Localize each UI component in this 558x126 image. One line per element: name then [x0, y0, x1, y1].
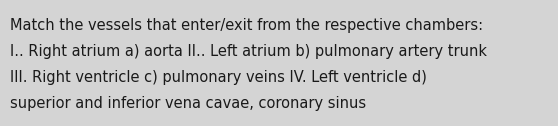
- Text: I.. Right atrium a) aorta II.. Left atrium b) pulmonary artery trunk: I.. Right atrium a) aorta II.. Left atri…: [10, 44, 487, 59]
- Text: superior and inferior vena cavae, coronary sinus: superior and inferior vena cavae, corona…: [10, 96, 366, 111]
- Text: Match the vessels that enter/exit from the respective chambers:: Match the vessels that enter/exit from t…: [10, 18, 483, 33]
- Text: III. Right ventricle c) pulmonary veins IV. Left ventricle d): III. Right ventricle c) pulmonary veins …: [10, 70, 427, 85]
